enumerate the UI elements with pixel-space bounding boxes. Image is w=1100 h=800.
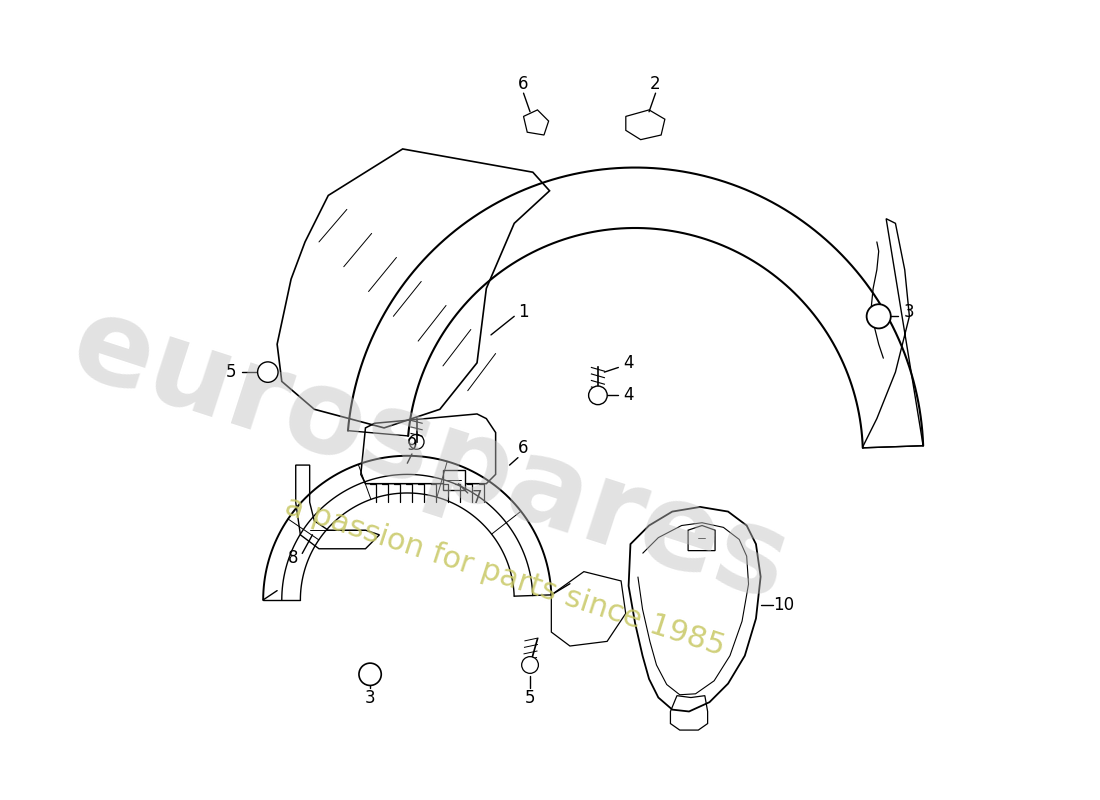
Circle shape	[257, 362, 278, 382]
Text: 3: 3	[904, 302, 915, 321]
Text: a passion for parts since 1985: a passion for parts since 1985	[282, 492, 728, 662]
Polygon shape	[689, 526, 715, 550]
Text: 4: 4	[624, 386, 634, 404]
Polygon shape	[442, 470, 465, 490]
Circle shape	[521, 657, 538, 674]
Circle shape	[359, 663, 382, 686]
Text: 7: 7	[472, 489, 482, 506]
Text: 5: 5	[525, 689, 536, 706]
Text: 8: 8	[288, 549, 298, 567]
Text: 6: 6	[518, 439, 529, 458]
Text: 1: 1	[518, 302, 529, 321]
Text: 2: 2	[650, 75, 661, 93]
Circle shape	[867, 304, 891, 329]
Text: 10: 10	[773, 595, 794, 614]
Text: 3: 3	[365, 689, 375, 706]
Text: 9: 9	[407, 436, 417, 454]
Circle shape	[588, 386, 607, 405]
Text: eurospares: eurospares	[58, 286, 803, 626]
Text: 4: 4	[624, 354, 634, 372]
Text: 5: 5	[226, 363, 235, 381]
Text: 6: 6	[518, 75, 529, 93]
Circle shape	[409, 434, 424, 450]
